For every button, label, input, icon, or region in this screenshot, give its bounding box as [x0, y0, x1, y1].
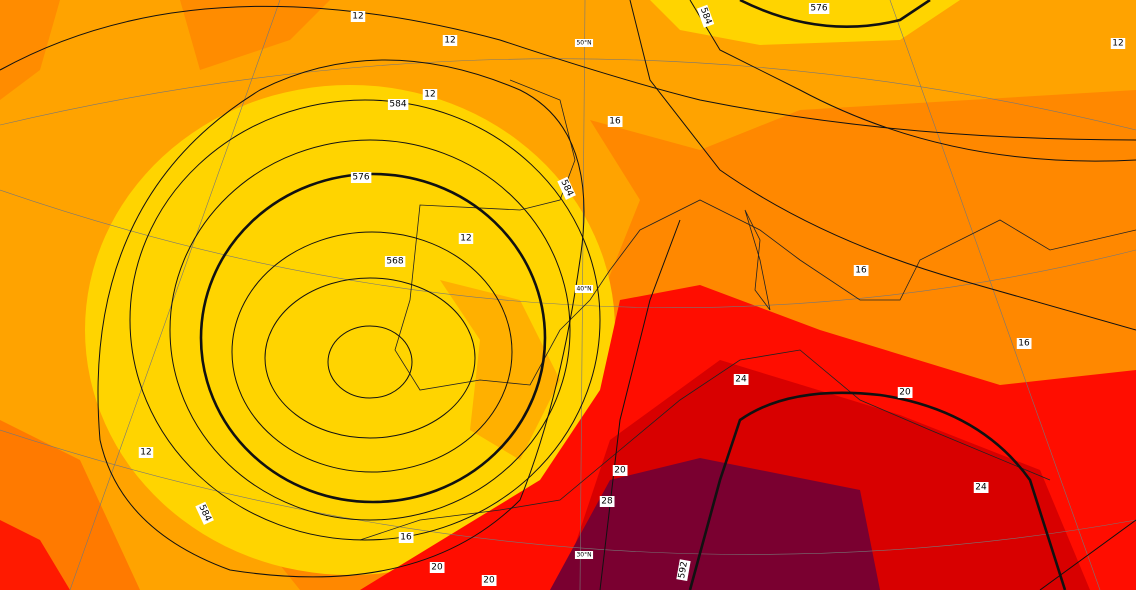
height-label: 576 — [352, 173, 369, 183]
temperature-label: 24 — [735, 375, 747, 385]
temperature-label: 16 — [400, 533, 412, 543]
field-orange — [0, 0, 330, 100]
label-box — [350, 11, 366, 22]
label-box — [607, 116, 623, 127]
graticule — [69, 0, 1101, 590]
coastline — [744, 209, 771, 311]
height-label: 584 — [389, 100, 406, 110]
field-orange-light — [440, 280, 560, 460]
height-contour — [97, 59, 585, 578]
label-box — [1016, 338, 1032, 349]
temperature-label: 12 — [444, 36, 455, 46]
temperature-label: 28 — [601, 497, 613, 507]
height-contour — [689, 0, 1136, 162]
label-box — [808, 3, 830, 14]
height-label: 592 — [677, 561, 690, 580]
height-label: 576 — [810, 4, 827, 14]
label-box — [138, 447, 154, 458]
height-contour — [231, 231, 513, 473]
height-contour — [129, 99, 601, 541]
label-box — [973, 482, 989, 493]
temperature-label: 12 — [1112, 39, 1123, 49]
temperature-label: 16 — [1018, 339, 1030, 349]
height-contour — [688, 391, 1067, 590]
label-box — [429, 562, 445, 573]
label-box — [733, 374, 749, 385]
graticule — [0, 58, 1136, 131]
temperature-label: 20 — [614, 466, 626, 476]
coastline — [359, 349, 1051, 541]
label-box — [422, 89, 438, 100]
height-contour — [327, 325, 413, 399]
label-box — [897, 387, 913, 398]
field-maroon — [550, 458, 880, 590]
temperature-label: 24 — [975, 483, 987, 493]
label-box — [350, 172, 372, 183]
temperature-label: 16 — [855, 266, 867, 276]
latitude-label: 30°N — [576, 552, 591, 559]
temperature-label: 12 — [140, 448, 151, 458]
coastline — [394, 79, 1136, 391]
height-label: 568 — [386, 257, 403, 267]
temperature-label: 16 — [609, 117, 621, 127]
label-box — [458, 233, 474, 244]
label-box — [195, 501, 214, 525]
graticule — [0, 189, 1136, 308]
height-contour — [739, 0, 931, 28]
label-box — [696, 4, 715, 28]
label-box — [481, 575, 497, 586]
label-box — [398, 532, 414, 543]
label-box — [557, 176, 576, 200]
height-contour — [199, 172, 547, 504]
temperature-label: 12 — [352, 12, 363, 22]
height-contour — [0, 5, 1136, 141]
label-box — [612, 465, 628, 476]
temperature-label: 12 — [460, 234, 471, 244]
temperature-label: 12 — [424, 90, 435, 100]
label-box — [442, 35, 458, 46]
field-red — [0, 520, 70, 590]
height-contour — [629, 0, 1136, 331]
height-contour — [264, 277, 476, 439]
label-box — [853, 265, 869, 276]
latitude-label: 40°N — [576, 286, 591, 293]
label-box — [574, 285, 594, 293]
label-box — [387, 99, 409, 110]
label-box — [574, 551, 594, 559]
label-box — [599, 496, 615, 507]
temperature-label: 20 — [431, 563, 443, 573]
height-contour — [169, 139, 571, 521]
height-contour — [1039, 519, 1136, 590]
graticule — [0, 429, 1136, 555]
label-box — [574, 39, 594, 47]
label-box — [1110, 38, 1126, 49]
latitude-label: 50°N — [576, 40, 591, 47]
label-box — [676, 559, 691, 581]
temperature-label: 20 — [483, 576, 495, 586]
label-box — [384, 256, 406, 267]
temperature-label: 20 — [899, 388, 911, 398]
